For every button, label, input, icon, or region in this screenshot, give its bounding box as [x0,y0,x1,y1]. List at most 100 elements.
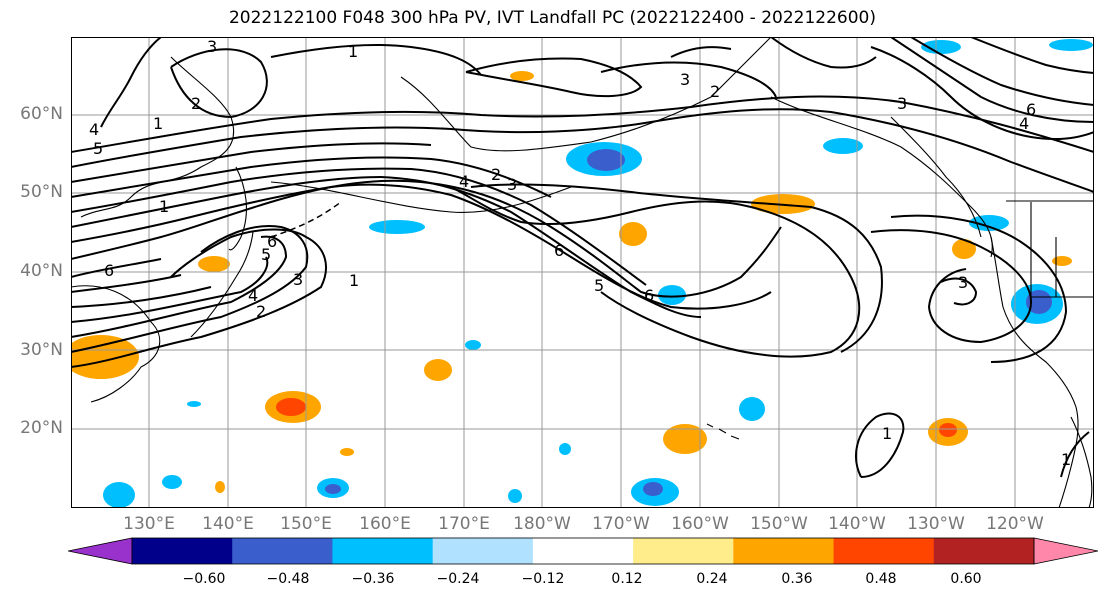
contour-label: 5 [594,276,604,295]
pv-contour-line [71,108,1094,193]
neg-anomaly-patch [1049,39,1093,51]
neg-anomaly-patch [508,489,522,503]
pv-contour-line [71,225,309,353]
neg-anomaly-patch [559,443,571,455]
gulf-of-alaska-coastline [770,96,993,258]
colorbar-tick-label: −0.60 [182,571,226,587]
japan-coastline [190,231,254,338]
pos-anomaly-patch [939,423,957,437]
mexico-coastline [1070,416,1093,508]
lon-label: 170°E [438,514,490,534]
contour-label: 5 [93,139,103,158]
pv-contour-line [910,37,1094,106]
lon-label: 160°W [671,514,729,534]
colorbar-segment [733,538,835,564]
neg-anomaly-patch [369,220,425,234]
pv-contour-line [100,37,162,128]
alaska-coastline [400,37,772,152]
lon-label: 160°E [359,514,411,534]
pv-contour-line [71,235,288,338]
lon-label: 140°E [202,514,254,534]
contour-label: 1 [159,197,169,216]
pv-contour-line [770,37,877,69]
pv-contour-line [71,258,162,278]
pos-anomaly-patch [198,256,230,272]
colorbar-extend-max [1033,537,1098,565]
contour-label: 5 [261,245,271,264]
lon-label: 120°W [986,514,1044,534]
colorbar-segment [833,538,935,564]
contour-label: 6 [267,232,277,251]
hawaii-islands [706,423,740,440]
colorbar-segment [633,538,734,564]
pos-anomaly-patch [215,481,225,493]
pv-contour-line [170,48,268,119]
lon-label: 150°E [280,514,332,534]
pos-anomaly-patch [510,71,534,81]
pv-contour-line [71,274,182,293]
pv-contour-line [870,46,1094,141]
neg-anomaly-patch [1026,290,1052,314]
pv-contour-line [870,229,1033,344]
pos-anomaly-patch [424,359,452,381]
pv-contour-line [600,61,777,98]
lat-label: 20°N [20,418,63,438]
pv-contour-line [71,142,432,183]
pv-contour-line [940,277,978,306]
colorbar [68,537,1098,565]
contour-label: 2 [191,94,201,113]
dashed-contour-line [270,201,342,238]
lat-label: 60°N [20,104,63,124]
lon-label: 140°W [828,514,886,534]
contour-label: 6 [104,261,114,280]
contour-label: 1 [1061,450,1071,469]
contour-label: 2 [256,302,266,321]
neg-anomaly-patch [587,149,625,171]
pv-contour-line [465,57,643,98]
contour-label: 1 [153,114,163,133]
pv-contour-line [71,286,212,308]
colorbar-segment [532,538,634,564]
colorbar-tick-label: −0.12 [521,571,565,587]
colorbar-tick-label: 0.48 [865,571,897,587]
contour-label: 4 [459,172,469,191]
colorbar-segment [432,538,534,564]
pv-contour-line [670,46,732,58]
contour-label: 2 [710,82,720,101]
colorbar-tick-label: 0.24 [696,571,728,587]
contour-label: 4 [89,120,99,139]
contour-label: 1 [348,42,358,61]
pv-contour-line [270,44,482,76]
lat-label: 30°N [20,340,63,360]
lon-label: 130°E [123,514,175,534]
neg-anomaly-patch [103,482,135,508]
colorbar-tick-label: −0.48 [266,571,310,587]
pv-contour-line [970,37,1094,74]
colorbar-outline [131,537,1035,565]
pv-contour-line [71,95,1094,153]
neg-anomaly-patch [643,482,663,496]
dashed-contour [270,201,342,238]
kamchatka-coastline [228,166,247,251]
pos-anomaly-patch [71,335,139,379]
neg-anomaly-patch [823,138,863,154]
pv-contour-line [890,214,1068,363]
lon-label: 170°W [592,514,650,534]
colorbar-tick-label: −0.36 [351,571,395,587]
colorbar-tick-label: 0.60 [950,571,982,587]
colorbar-segment [332,538,434,564]
lon-label: 130°W [907,514,965,534]
pv-contour-line [450,186,861,358]
neg-anomaly-patch [921,40,961,54]
pos-anomaly-patch [663,424,707,454]
lat-label: 50°N [20,182,63,202]
contour-label: 1 [882,424,892,443]
contour-label: 3 [507,175,517,194]
neg-anomaly-patch [969,215,1009,231]
neg-anomaly-patch [162,475,182,489]
pos-anomaly-patch [952,239,976,259]
neg-anomaly-patch [739,397,765,421]
map-panel: 3 1 2 1 4 5 1 6 4 2 3 6 5 6 1 3 2 4 3 2 … [71,37,1094,508]
map-frame [71,37,1094,508]
chart-title: 2022122100 F048 300 hPa PV, IVT Landfall… [228,8,876,28]
